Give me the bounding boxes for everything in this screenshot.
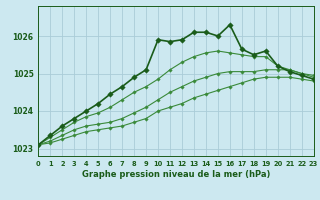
X-axis label: Graphe pression niveau de la mer (hPa): Graphe pression niveau de la mer (hPa) [82, 170, 270, 179]
